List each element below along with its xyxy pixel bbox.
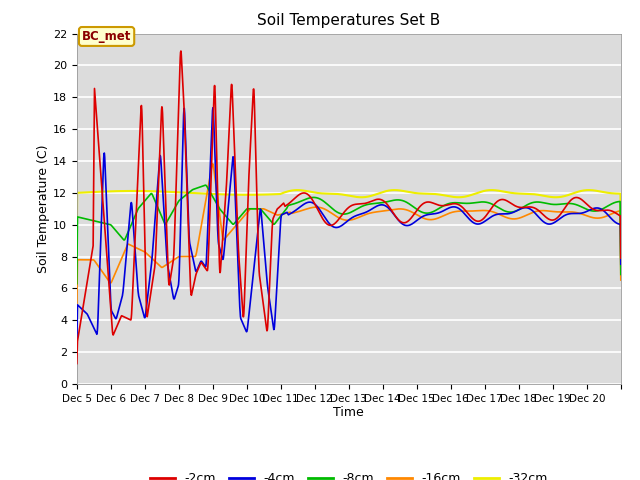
Text: BC_met: BC_met [82,30,131,43]
X-axis label: Time: Time [333,407,364,420]
Legend: -2cm, -4cm, -8cm, -16cm, -32cm: -2cm, -4cm, -8cm, -16cm, -32cm [145,467,553,480]
Y-axis label: Soil Temperature (C): Soil Temperature (C) [37,144,50,273]
Title: Soil Temperatures Set B: Soil Temperatures Set B [257,13,440,28]
